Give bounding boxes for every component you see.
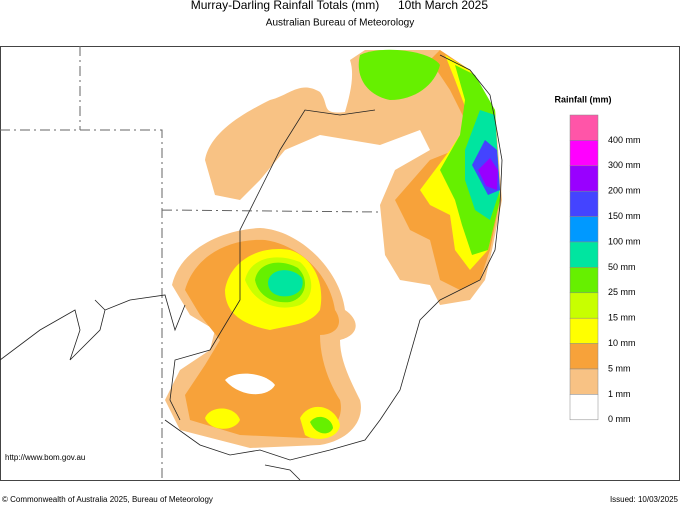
legend-label: 300 mm: [608, 160, 641, 170]
date: 10th March 2025: [398, 0, 488, 12]
legend-label: 100 mm: [608, 236, 641, 246]
legend-swatch: [569, 368, 599, 395]
issued: Issued: 10/03/2025: [610, 495, 679, 504]
legend-label: 15 mm: [608, 313, 636, 323]
legend-swatch: [569, 394, 599, 421]
coastline: [264, 464, 301, 481]
state-borders: [0, 46, 381, 480]
legend-swatch: [569, 317, 599, 344]
legend-title: Rainfall (mm): [554, 94, 611, 104]
legend-swatch: [569, 216, 599, 243]
legend-label: 200 mm: [608, 186, 641, 196]
rain-0mm: [225, 373, 275, 395]
legend-swatch: [569, 165, 599, 192]
legend-swatch: [569, 140, 599, 167]
legend-swatch: [569, 241, 599, 268]
rain-200mm: [478, 158, 498, 190]
legend-swatch: [569, 114, 599, 141]
rain-50mm: [268, 270, 303, 297]
basin-outline: [169, 109, 376, 421]
rain-1mm: [205, 50, 502, 305]
legend-swatch: [569, 292, 599, 319]
map: http://www.bom.gov.au: [0, 46, 680, 481]
legend-label: 10 mm: [608, 338, 636, 348]
copyright: © Commonwealth of Australia 2025, Bureau…: [2, 495, 213, 504]
legend-swatch: [569, 267, 599, 294]
legend-swatch: [569, 190, 599, 217]
legend-label: 150 mm: [608, 211, 641, 221]
rain-25mm: [310, 416, 333, 434]
rain-10mm: [205, 408, 240, 429]
coastline: [0, 54, 503, 461]
legend-label: 0 mm: [608, 414, 631, 424]
rain-25mm: [358, 49, 440, 100]
legend-label: 25 mm: [608, 287, 636, 297]
legend-label: 50 mm: [608, 262, 636, 272]
legend: Rainfall (mm) 400 mm 300 mm 200 mm 150 mm 10…: [554, 94, 640, 424]
legend-swatch: [569, 343, 599, 370]
legend-label: 400 mm: [608, 135, 641, 145]
title: Murray-Darling Rainfall Totals (mm): [191, 0, 379, 12]
legend-label: 1 mm: [608, 389, 631, 399]
legend-label: 5 mm: [608, 363, 631, 373]
subtitle: Australian Bureau of Meteorology: [266, 18, 414, 29]
url: http://www.bom.gov.au: [5, 453, 85, 462]
